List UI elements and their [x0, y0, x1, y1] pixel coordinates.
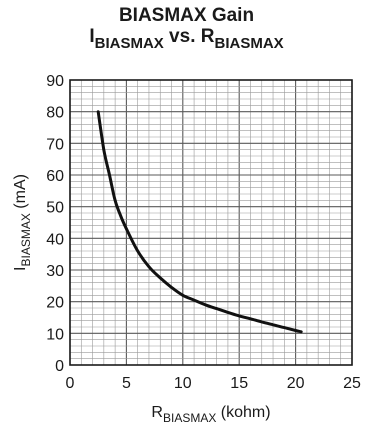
y-tick-label: 50	[46, 200, 64, 217]
chart-title-line1: BIASMAX Gain	[118, 5, 255, 26]
y-tick-label: 30	[46, 263, 64, 280]
x-tick-label: 10	[174, 375, 192, 392]
y-tick-label: 20	[46, 295, 64, 312]
tick-labels: 0 5 10 15 20 25 0 10 20 30 40 50 60 70 80 90	[46, 73, 361, 392]
title-x-subscript: BIASMAX	[214, 35, 284, 52]
title-y-symbol: I	[89, 26, 95, 47]
y-tick-label: 70	[46, 136, 64, 153]
x-tick-label: 20	[287, 375, 305, 392]
y-axis-label-subscript: BIASMAX	[19, 213, 33, 266]
x-tick-label: 5	[122, 375, 131, 392]
title-vs: vs.	[163, 26, 201, 47]
y-tick-label: 10	[46, 326, 64, 343]
x-axis-label-symbol: R	[151, 404, 163, 421]
y-tick-label: 80	[46, 105, 64, 122]
series-line	[96, 110, 303, 334]
x-axis-label-subscript: BIASMAX	[163, 411, 216, 425]
x-tick-label: 15	[230, 375, 248, 392]
x-axis-label-unit: (kohm)	[216, 404, 270, 421]
y-axis-label-symbol: I	[12, 267, 29, 271]
chart-title-line2: IBIASMAX vs. RBIASMAX	[0, 27, 373, 51]
x-tick-label: 25	[343, 375, 361, 392]
title-x-symbol: R	[200, 26, 215, 47]
y-tick-label: 0	[55, 358, 64, 375]
y-axis-label: IBIASMAX (mA)	[12, 174, 33, 271]
x-tick-label: 0	[66, 375, 75, 392]
y-axis-label-unit: (mA)	[12, 174, 29, 213]
grid	[69, 79, 353, 366]
title-y-subscript: BIASMAX	[94, 35, 164, 52]
y-tick-label: 90	[46, 73, 64, 90]
plot-frame	[69, 79, 353, 366]
x-axis-label: RBIASMAX (kohm)	[151, 404, 270, 425]
chart-title: BIASMAX Gain IBIASMAX vs. RBIASMAX	[0, 6, 373, 51]
y-tick-label: 60	[46, 168, 64, 185]
y-tick-label: 40	[46, 231, 64, 248]
